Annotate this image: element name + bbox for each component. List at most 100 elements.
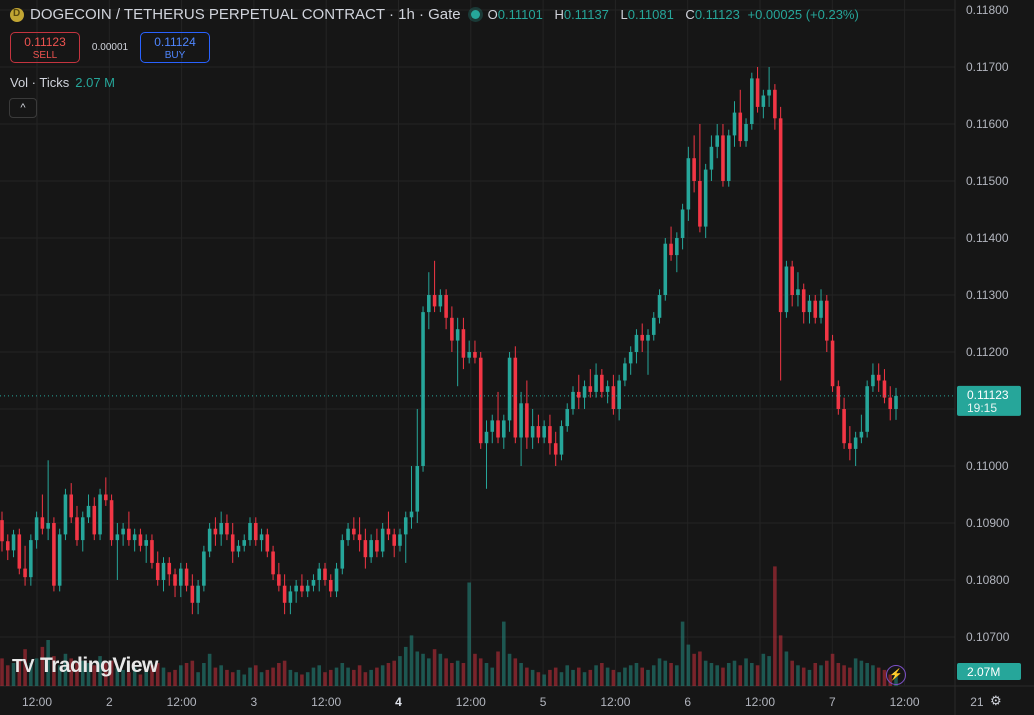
candle[interactable] [11, 529, 16, 558]
candle[interactable] [611, 374, 616, 415]
candle[interactable] [398, 528, 402, 552]
candle[interactable] [432, 260, 437, 313]
candle[interactable] [294, 580, 298, 603]
candle[interactable] [496, 391, 500, 444]
candle[interactable] [369, 534, 373, 563]
candle[interactable] [386, 511, 391, 541]
candle[interactable] [421, 306, 425, 472]
candle[interactable] [536, 414, 541, 444]
candle[interactable] [242, 534, 247, 552]
candle[interactable] [352, 517, 356, 541]
candle[interactable] [675, 232, 679, 273]
candle[interactable] [179, 562, 183, 598]
candle[interactable] [34, 511, 39, 549]
candle[interactable] [265, 528, 270, 558]
candle[interactable] [282, 574, 287, 615]
candle[interactable] [628, 346, 633, 375]
candle[interactable] [121, 523, 125, 546]
candle[interactable] [813, 295, 818, 324]
candlesticks[interactable] [0, 67, 898, 615]
candle[interactable] [484, 420, 489, 489]
candle[interactable] [640, 323, 645, 353]
candle[interactable] [796, 272, 800, 307]
candle[interactable] [761, 89, 766, 119]
candle[interactable] [196, 580, 200, 615]
time-axis[interactable]: 12:00 2 12:00 3 12:00 4 12:00 5 12:00 6 12:00 7 12:0… [22, 695, 984, 709]
candle[interactable] [467, 340, 471, 364]
candle[interactable] [824, 295, 829, 352]
candle[interactable] [594, 363, 598, 398]
candle[interactable] [553, 431, 558, 466]
candle[interactable] [842, 397, 846, 449]
candle[interactable] [663, 238, 668, 301]
candle[interactable] [571, 386, 575, 415]
candle[interactable] [882, 369, 887, 404]
candle[interactable] [778, 106, 783, 381]
candle[interactable] [115, 523, 120, 580]
candle[interactable] [686, 146, 691, 221]
candle[interactable] [52, 517, 56, 592]
candle[interactable] [184, 562, 189, 592]
candle[interactable] [703, 163, 708, 238]
candle[interactable] [444, 289, 448, 330]
candle[interactable] [565, 403, 570, 432]
candle[interactable] [623, 357, 627, 387]
candle[interactable] [617, 374, 621, 421]
candle[interactable] [109, 494, 114, 546]
symbol-title[interactable]: DOGECOIN / TETHERUS PERPETUAL CONTRACT ·… [30, 6, 461, 23]
candle[interactable] [507, 352, 512, 432]
candle[interactable] [807, 295, 812, 324]
candle[interactable] [340, 534, 345, 575]
collapse-legend-button[interactable]: ^ [9, 98, 37, 118]
candle[interactable] [600, 369, 604, 398]
candle[interactable] [478, 352, 483, 449]
candle[interactable] [473, 340, 477, 364]
candle[interactable] [346, 523, 350, 546]
candle[interactable] [167, 557, 172, 586]
candle[interactable] [525, 380, 529, 449]
candle[interactable] [40, 494, 45, 535]
candle[interactable] [605, 380, 610, 404]
candle[interactable] [634, 329, 639, 364]
candle[interactable] [542, 420, 546, 444]
candle[interactable] [69, 483, 74, 523]
candle[interactable] [29, 534, 33, 586]
candle[interactable] [427, 272, 431, 330]
candle[interactable] [259, 528, 264, 552]
candle[interactable] [830, 334, 835, 392]
candle[interactable] [721, 124, 725, 187]
candle[interactable] [207, 523, 212, 558]
candle[interactable] [502, 414, 506, 449]
candle[interactable] [409, 466, 414, 529]
candle[interactable] [519, 391, 523, 466]
candle[interactable] [127, 511, 131, 546]
candle[interactable] [576, 374, 581, 409]
candle[interactable] [230, 523, 235, 563]
candle[interactable] [888, 386, 893, 421]
settings-gear-icon[interactable]: ⚙ [990, 693, 1002, 708]
candle[interactable] [709, 135, 714, 181]
candle[interactable] [86, 494, 91, 524]
buy-button[interactable]: 0.11124 BUY [140, 32, 210, 63]
candle[interactable] [732, 101, 737, 147]
candle[interactable] [876, 363, 881, 392]
candle[interactable] [726, 129, 731, 187]
candle[interactable] [277, 562, 281, 592]
candle[interactable] [161, 557, 166, 592]
candle[interactable] [680, 203, 685, 250]
candle[interactable] [380, 523, 385, 558]
candle[interactable] [288, 585, 293, 615]
candle[interactable] [323, 562, 327, 586]
volume-legend[interactable]: Vol · Ticks 2.07 M [10, 75, 115, 90]
candle[interactable] [490, 414, 495, 444]
candle[interactable] [225, 514, 229, 541]
candle[interactable] [738, 89, 743, 147]
candle[interactable] [784, 260, 789, 318]
sell-button[interactable]: 0.11123 SELL [10, 32, 80, 63]
candle[interactable] [698, 124, 702, 233]
candle[interactable] [311, 574, 316, 592]
candle[interactable] [651, 312, 656, 341]
candle[interactable] [357, 517, 362, 552]
candle[interactable] [871, 363, 875, 392]
